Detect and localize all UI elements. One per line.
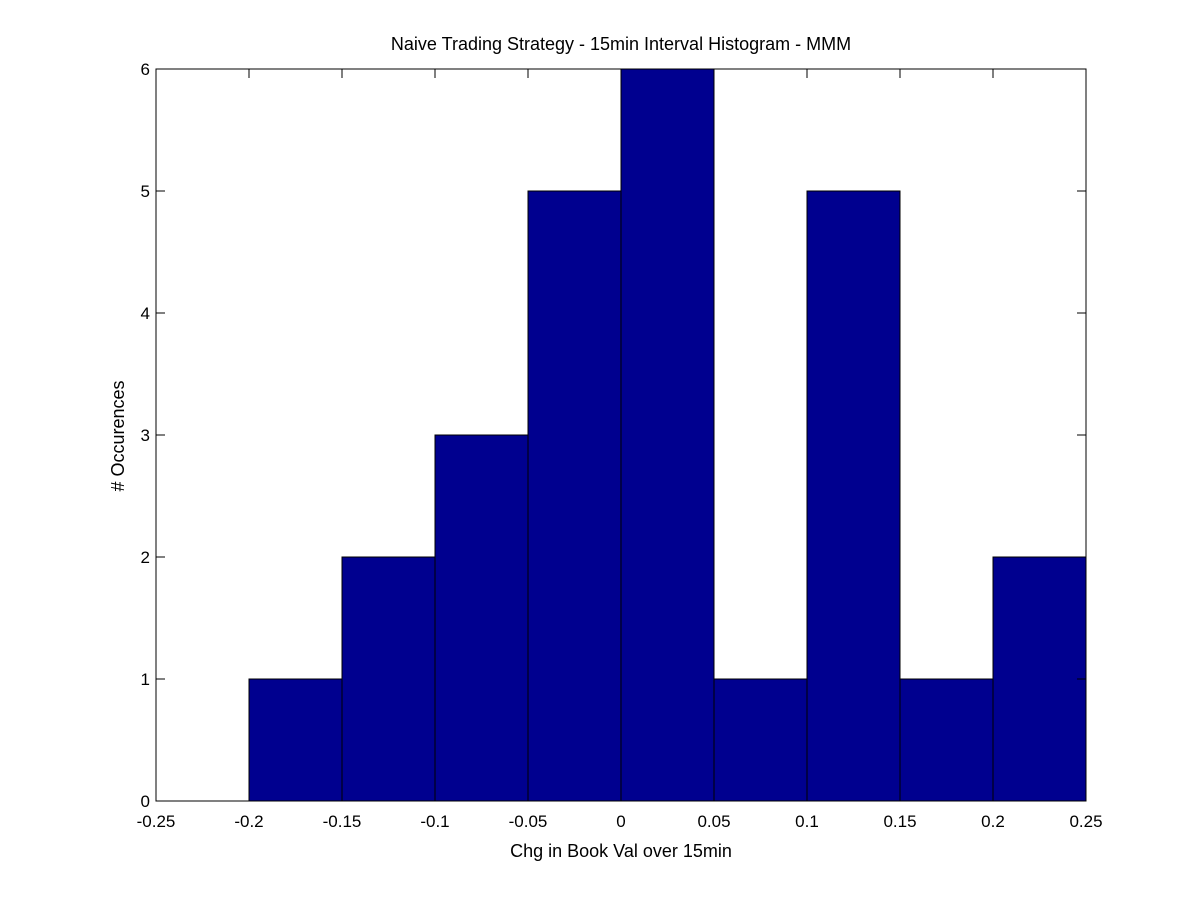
y-tick-label: 4 — [141, 304, 150, 323]
x-tick-label: -0.25 — [137, 812, 176, 831]
histogram-bar — [248, 678, 343, 802]
histogram-bar — [434, 434, 529, 802]
x-tick-label: 0.1 — [795, 812, 819, 831]
x-tick-label: -0.05 — [509, 812, 548, 831]
y-tick-label: 5 — [141, 182, 150, 201]
x-tick-label: -0.15 — [323, 812, 362, 831]
x-tick-label: 0.2 — [981, 812, 1005, 831]
histogram-bar — [992, 556, 1087, 802]
x-axis-label: Chg in Book Val over 15min — [510, 841, 732, 861]
histogram-bar — [713, 678, 808, 802]
y-tick-label: 1 — [141, 670, 150, 689]
x-tick-label: 0.05 — [697, 812, 730, 831]
y-tick-label: 6 — [141, 60, 150, 79]
x-tick-labels: -0.25 -0.2 -0.15 -0.1 -0.05 0 0.05 0.1 0.15 0.2 0.… — [137, 812, 1103, 831]
histogram-bar — [341, 556, 436, 802]
x-tick-label: 0.15 — [883, 812, 916, 831]
bars-layer — [248, 68, 1087, 802]
y-tick-labels: 0 1 2 3 4 5 6 — [141, 60, 150, 811]
x-tick-label: 0 — [616, 812, 625, 831]
histogram-bar — [620, 68, 715, 802]
plot-frame — [155, 68, 1087, 802]
y-tick-label: 3 — [141, 426, 150, 445]
x-tick-label: 0.25 — [1069, 812, 1102, 831]
chart-title: Naive Trading Strategy - 15min Interval … — [391, 34, 851, 54]
histogram-bar — [899, 678, 994, 802]
histogram-bar — [806, 190, 901, 802]
histogram-bar — [527, 190, 622, 802]
y-tick-label: 2 — [141, 548, 150, 567]
y-axis-label: # Occurences — [108, 380, 128, 491]
y-tick-label: 0 — [141, 792, 150, 811]
x-tick-label: -0.1 — [420, 812, 449, 831]
x-tick-label: -0.2 — [234, 812, 263, 831]
